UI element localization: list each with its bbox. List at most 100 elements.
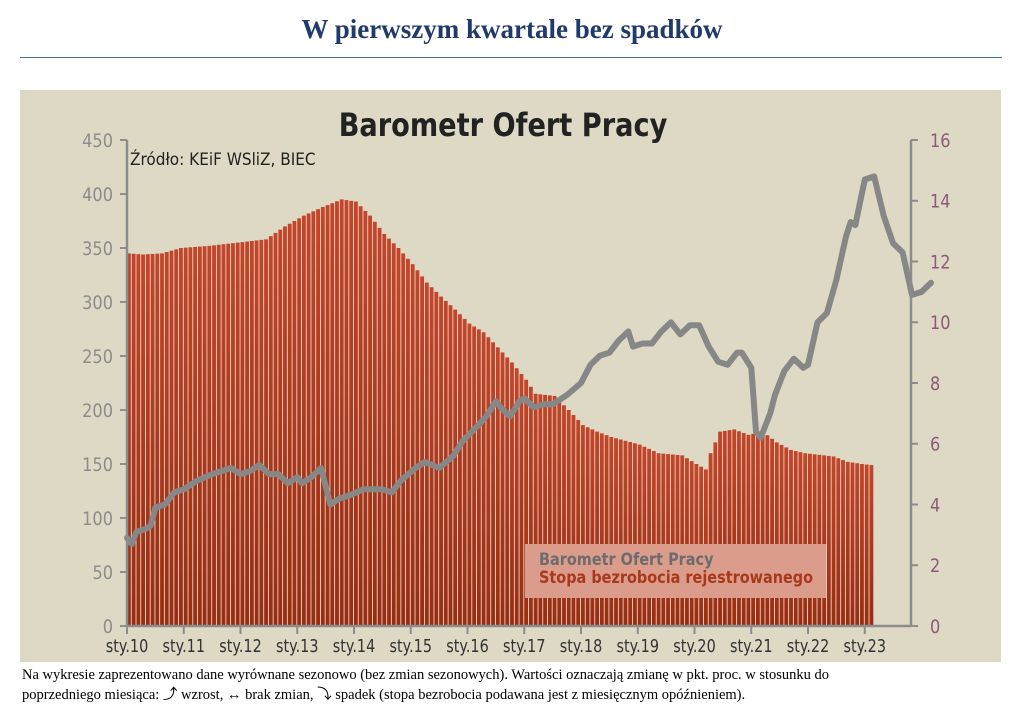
bar [448,305,453,626]
bar [519,374,524,626]
bar [727,430,732,626]
y-left-tick-label: 200 [82,401,113,423]
bar [145,254,150,626]
bar [481,332,486,626]
x-tick-label: sty.11 [163,635,205,656]
x-tick-label: sty.23 [844,635,886,656]
bar [240,242,245,626]
bar [869,465,874,626]
bar [486,337,491,626]
y-left-tick-label: 400 [82,185,113,207]
source-note: Źródło: KEiF WSliZ, BIEC [130,149,316,169]
bar [514,368,519,626]
caption-line-1: Na wykresie zaprezentowano dane wyrównan… [22,667,830,683]
y-left-tick-label: 50 [92,563,113,585]
bar [647,448,652,626]
bar [651,451,656,626]
bar [661,453,666,626]
bar [808,453,812,626]
y-right-tick-label: 16 [930,131,951,153]
bar [812,454,817,626]
bar [259,239,264,626]
bar [150,253,155,626]
bar [245,241,250,626]
bar [278,229,283,626]
bar [845,461,850,626]
x-tick-label: sty.18 [560,635,602,656]
bar [330,203,335,626]
bar [226,243,231,626]
bar [429,287,434,626]
bar [855,463,860,626]
bar [755,432,760,626]
caption: Na wykresie zaprezentowano dane wyrównan… [22,665,1002,705]
bar [174,249,179,626]
bar [713,442,718,626]
bar [633,443,637,626]
bar [358,206,363,626]
bar [822,455,827,626]
bar [472,326,477,626]
line-layer [124,173,934,547]
bar [354,201,358,626]
bar [524,379,529,626]
bar [784,447,789,626]
legend-box [525,544,826,598]
bar [741,433,746,626]
bar [510,362,514,626]
bar [221,244,226,626]
bar [396,248,401,626]
y-right-tick-label: 6 [930,435,940,457]
bar [254,240,259,626]
bar [160,253,164,626]
bar [325,205,330,626]
bar [774,442,779,626]
y-right-tick-label: 4 [930,495,940,517]
bar [670,454,675,626]
bar [387,238,391,626]
bar [618,439,623,626]
bar [372,221,377,626]
bar [491,342,495,626]
bar [231,243,235,626]
bar [249,240,254,627]
bar [803,453,808,626]
bar [188,247,193,626]
bar [212,245,216,627]
bar [751,433,756,626]
bar [732,429,737,626]
bar [576,420,581,626]
bar [264,239,268,627]
bar [410,264,415,626]
bar [500,352,505,626]
y-right-tick-label: 2 [930,556,940,578]
legend-entry-stopa: Stopa bezrobocia rejestrowanego [539,567,813,587]
x-tick-label: sty.17 [503,635,545,656]
bar [581,425,585,626]
bar [197,246,202,626]
y-left-tick-label: 450 [82,131,113,153]
bar [533,393,538,626]
bar [689,461,694,626]
bar [467,323,472,626]
bar [311,211,316,626]
bar [666,454,670,626]
bar [179,248,183,626]
bar [637,444,642,626]
axes-layer: 0 50 100 150 200 250 300 350 400 450 0 2 4 6 8 10 12 14 16… [82,131,950,657]
bar [339,199,344,626]
bar [169,250,174,626]
bar [789,449,793,626]
y-right-tick-label: 12 [930,252,951,274]
bar [642,446,647,626]
bar [675,454,680,626]
y-right-tick-label: 10 [930,313,951,335]
bar [718,431,722,626]
caption-line-2: poprzedniego miesiąca: ⤴ wzrost, ↔ brak … [22,687,746,703]
bar [363,210,368,627]
bar [344,200,349,626]
bar [817,454,822,626]
bar [571,415,576,626]
bar [268,236,273,626]
y-left-tick-label: 350 [82,239,113,261]
